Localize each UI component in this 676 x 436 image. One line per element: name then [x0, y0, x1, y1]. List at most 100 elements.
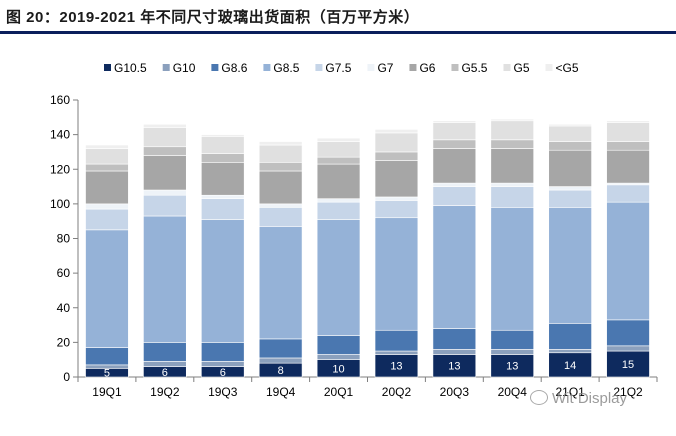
bar-segment [432, 348, 477, 355]
bar-segment [258, 144, 303, 163]
bar-segment [490, 348, 534, 355]
data-label: 14 [564, 360, 576, 372]
bar-segment [490, 139, 534, 149]
y-tick-label: 120 [50, 162, 70, 176]
bar-segment [548, 123, 592, 127]
bar-segment [606, 149, 650, 184]
bar-segment [201, 153, 245, 163]
legend-label: G6 [419, 61, 435, 75]
y-tick-label: 160 [50, 93, 70, 107]
bar-segment [490, 182, 534, 187]
data-label: 5 [104, 368, 110, 380]
bar-segment [258, 203, 303, 208]
bar-segment [490, 120, 534, 141]
legend-label: G10 [173, 61, 196, 75]
bar-segment [432, 148, 477, 184]
data-label: 15 [622, 359, 634, 371]
legend-swatch [211, 64, 219, 71]
legend-label: G10.5 [114, 61, 147, 75]
bar-segment [258, 226, 303, 340]
watermark-text: Wit Display [552, 390, 628, 407]
bar-segment [85, 163, 129, 172]
bar-segment [143, 215, 187, 343]
bar-segment [606, 184, 650, 203]
bar-segment [85, 364, 129, 369]
y-tick-label: 140 [50, 128, 70, 142]
bar-segment [201, 134, 245, 137]
bar-segment [374, 196, 419, 201]
wechat-icon [530, 390, 548, 405]
legend-swatch [104, 64, 111, 71]
legend-label: G8.6 [221, 61, 247, 75]
data-label: 13 [390, 361, 402, 373]
bar-segment [432, 122, 477, 141]
data-label: 8 [278, 365, 284, 377]
x-tick-label: 20Q4 [498, 385, 528, 399]
x-tick-label: 20Q3 [440, 385, 470, 399]
bar-segment [548, 189, 592, 208]
bar-segment [432, 139, 477, 149]
bar-segment [85, 203, 129, 210]
bar-segment [258, 141, 303, 146]
bar-segment [201, 342, 245, 362]
bar-segment [374, 329, 419, 352]
bar-segment [374, 129, 419, 134]
bar-segment [374, 200, 419, 219]
bar-segment [316, 354, 361, 360]
bar-segment [143, 123, 187, 129]
legend-label: G8.5 [273, 61, 299, 75]
x-tick-label: 21Q1 [555, 385, 585, 399]
bar-segment [432, 120, 477, 123]
bar-segment [258, 170, 303, 205]
y-tick-label: 60 [57, 266, 71, 280]
bar-segment [606, 122, 650, 142]
x-tick-label: 20Q2 [382, 385, 412, 399]
bar-segment [85, 144, 129, 149]
data-label: 10 [332, 363, 344, 375]
bar-segment [490, 186, 534, 208]
bar-segment [548, 141, 592, 151]
x-tick-label: 21Q2 [613, 385, 643, 399]
watermark: Wit Display [530, 390, 627, 407]
bar-segment [316, 137, 361, 142]
legend-swatch [545, 64, 553, 71]
bar-segment [316, 201, 361, 220]
bar-segment [316, 335, 361, 355]
bar-segment [201, 361, 245, 367]
bar-segment [374, 132, 419, 153]
legend-label: G7.5 [325, 61, 351, 75]
bar-segment [85, 170, 129, 205]
x-tick-label: 19Q2 [150, 385, 180, 399]
x-tick-label: 19Q3 [208, 385, 238, 399]
x-tick-label: 19Q1 [92, 385, 122, 399]
bars: 5 6 6 8 10 13 13 13 14 15 [85, 118, 650, 380]
legend-swatch [162, 64, 170, 71]
x-tick-label: 19Q4 [266, 385, 296, 399]
legend-swatch [315, 64, 323, 71]
bar-segment [201, 194, 245, 199]
bar-segment [374, 160, 419, 198]
bar-segment [432, 328, 477, 350]
bar-segment [201, 219, 245, 343]
legend-label: G5 [513, 61, 529, 75]
bar-segment [85, 148, 129, 165]
bar-segment [548, 207, 592, 324]
bar-segment [490, 207, 534, 331]
legend-swatch [503, 64, 511, 71]
bar-segment [258, 207, 303, 227]
legend-label: G5.5 [461, 61, 487, 75]
y-tick-label: 20 [57, 335, 71, 349]
data-label: 13 [506, 361, 518, 373]
data-label: 6 [220, 367, 226, 379]
bar-segment [374, 151, 419, 161]
legend-label: G7 [377, 61, 393, 75]
bar-segment [548, 149, 592, 187]
bar-segment [316, 198, 361, 203]
bar-segment [606, 345, 650, 352]
legend-swatch [263, 64, 271, 71]
bar-segment [432, 205, 477, 329]
bar-segment [316, 163, 361, 199]
bar-segment [606, 319, 650, 347]
bar-segment [374, 217, 419, 331]
bar-segment [143, 361, 187, 367]
